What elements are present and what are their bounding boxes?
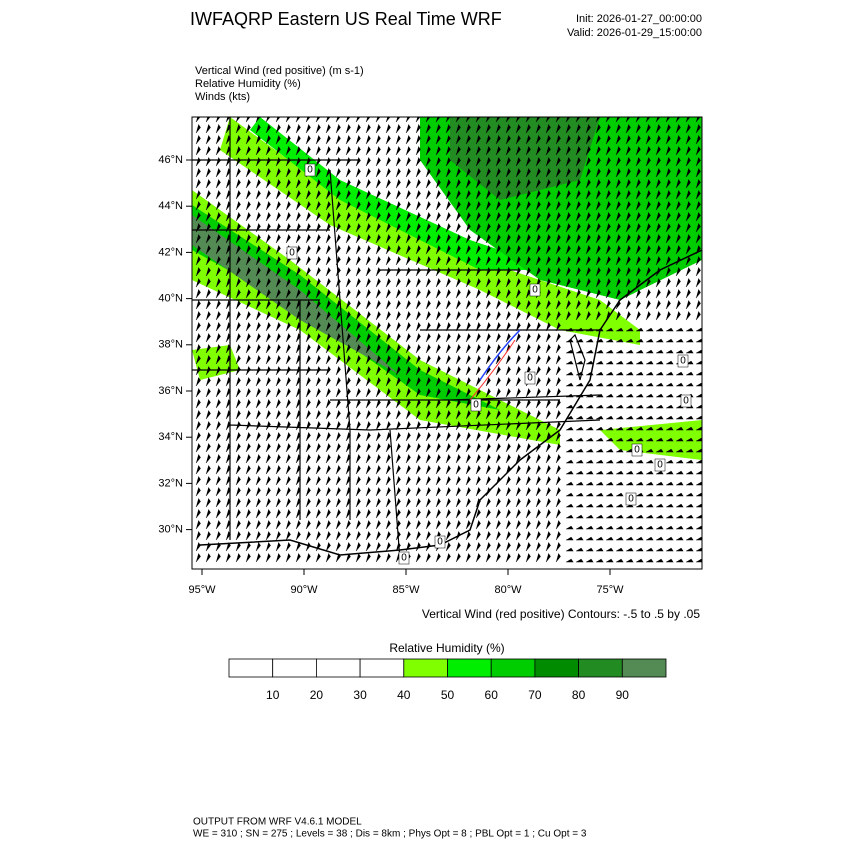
contour-label-box	[529, 283, 541, 297]
field-label: Relative Humidity (%)	[195, 78, 301, 90]
contour-label-box	[304, 163, 316, 177]
colorbar-box	[359, 658, 405, 678]
colorbar-label: 80	[572, 688, 586, 702]
colorbar-box	[490, 658, 536, 678]
lon-label: 85°W	[392, 584, 420, 596]
lat-label: 42°N	[158, 246, 183, 258]
contour-label-box	[625, 492, 637, 506]
colorbar-box	[272, 658, 317, 678]
colorbar-box	[403, 658, 448, 678]
map-frame	[191, 116, 703, 570]
contour-label-box	[524, 371, 536, 385]
contour-label-box	[434, 535, 446, 549]
contour-label: 0	[307, 165, 313, 176]
lat-label: 32°N	[158, 477, 183, 489]
colorbar-label: 40	[397, 688, 411, 702]
contour-label: 0	[473, 400, 479, 411]
init-time: Init: 2026-01-27_00:00:00	[576, 13, 702, 25]
lon-label: 90°W	[290, 584, 318, 596]
contour-label: 0	[532, 285, 538, 296]
colorbar-box	[578, 658, 623, 678]
lat-label: 40°N	[158, 293, 183, 305]
contour-label-box	[677, 354, 689, 368]
lat-label: 30°N	[158, 524, 183, 536]
colorbar-box	[315, 658, 361, 678]
title: IWFAQRP Eastern US Real Time WRF	[190, 9, 502, 29]
lon-label: 95°W	[188, 584, 216, 596]
contour-label: 0	[527, 373, 533, 384]
colorbar-label: 60	[485, 688, 499, 702]
contour-label: 0	[680, 356, 686, 367]
contour-label: 0	[657, 460, 663, 471]
lat-label: 38°N	[158, 339, 183, 351]
contour-label-box	[631, 443, 643, 457]
contour-label-box	[286, 246, 298, 260]
footer-line: WE = 310 ; SN = 275 ; Levels = 38 ; Dis …	[193, 829, 587, 840]
lat-label: 46°N	[158, 154, 183, 166]
colorbar-box	[447, 658, 492, 678]
field-label: Vertical Wind (red positive) (m s-1)	[195, 65, 364, 77]
lat-label: 34°N	[158, 431, 183, 443]
contour-label: 0	[401, 553, 407, 564]
lat-label: 36°N	[158, 385, 183, 397]
colorbar-label: 50	[441, 688, 455, 702]
contour-label: 0	[437, 537, 443, 548]
contour-label-box	[470, 398, 482, 412]
lat-label: 44°N	[158, 200, 183, 212]
colorbar-label: 70	[528, 688, 542, 702]
contour-label: 0	[628, 494, 634, 505]
colorbar-box	[621, 658, 667, 678]
contour-label: 0	[683, 396, 689, 407]
contour-label: 0	[289, 248, 295, 259]
contour-note: Vertical Wind (red positive) Contours: -…	[422, 607, 700, 621]
footer-line: OUTPUT FROM WRF V4.6.1 MODEL	[193, 817, 362, 828]
contour-label-box	[680, 394, 692, 408]
colorbar-label: 10	[266, 688, 280, 702]
colorbar-title: Relative Humidity (%)	[389, 641, 504, 655]
colorbar-box	[228, 658, 274, 678]
colorbar-box	[534, 658, 580, 678]
contour-label-box	[654, 458, 666, 472]
contour-label-box	[398, 551, 410, 565]
colorbar-label: 20	[310, 688, 324, 702]
contour-label: 0	[634, 445, 640, 456]
colorbar-label: 90	[616, 688, 630, 702]
lon-label: 75°W	[596, 584, 624, 596]
colorbar-label: 30	[353, 688, 367, 702]
valid-time: Valid: 2026-01-29_15:00:00	[567, 27, 702, 39]
map	[192, 117, 702, 569]
lon-label: 80°W	[494, 584, 522, 596]
field-label: Winds (kts)	[195, 91, 250, 103]
